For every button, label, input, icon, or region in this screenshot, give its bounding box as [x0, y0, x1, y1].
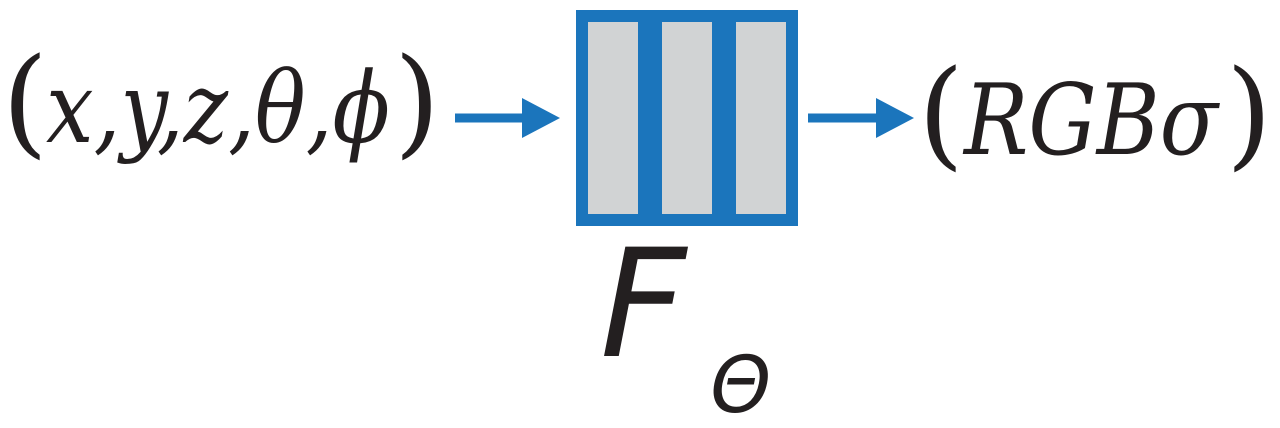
output-tuple: ( RGBσ ) — [918, 44, 1272, 182]
input-arrow — [455, 98, 560, 138]
input-open-paren: ( — [2, 32, 48, 170]
output-arrow — [808, 98, 914, 138]
network-block — [576, 10, 798, 226]
network-layer-1 — [576, 10, 650, 226]
network-label: F Θ — [600, 218, 771, 428]
network-subscript: Θ — [710, 341, 771, 428]
input-variables: x,y,z,θ,ϕ — [46, 52, 390, 166]
output-arrow-head — [876, 98, 914, 138]
output-close-paren: ) — [1226, 44, 1272, 182]
input-tuple: ( x,y,z,θ,ϕ ) — [2, 32, 440, 170]
output-open-paren: ( — [918, 44, 964, 182]
network-layer-3 — [724, 10, 798, 226]
network-layer-2 — [650, 10, 724, 226]
output-value: RGBσ — [962, 64, 1220, 178]
input-close-paren: ) — [394, 32, 440, 170]
input-arrow-head — [522, 98, 560, 138]
network-function-letter: F — [600, 218, 689, 392]
